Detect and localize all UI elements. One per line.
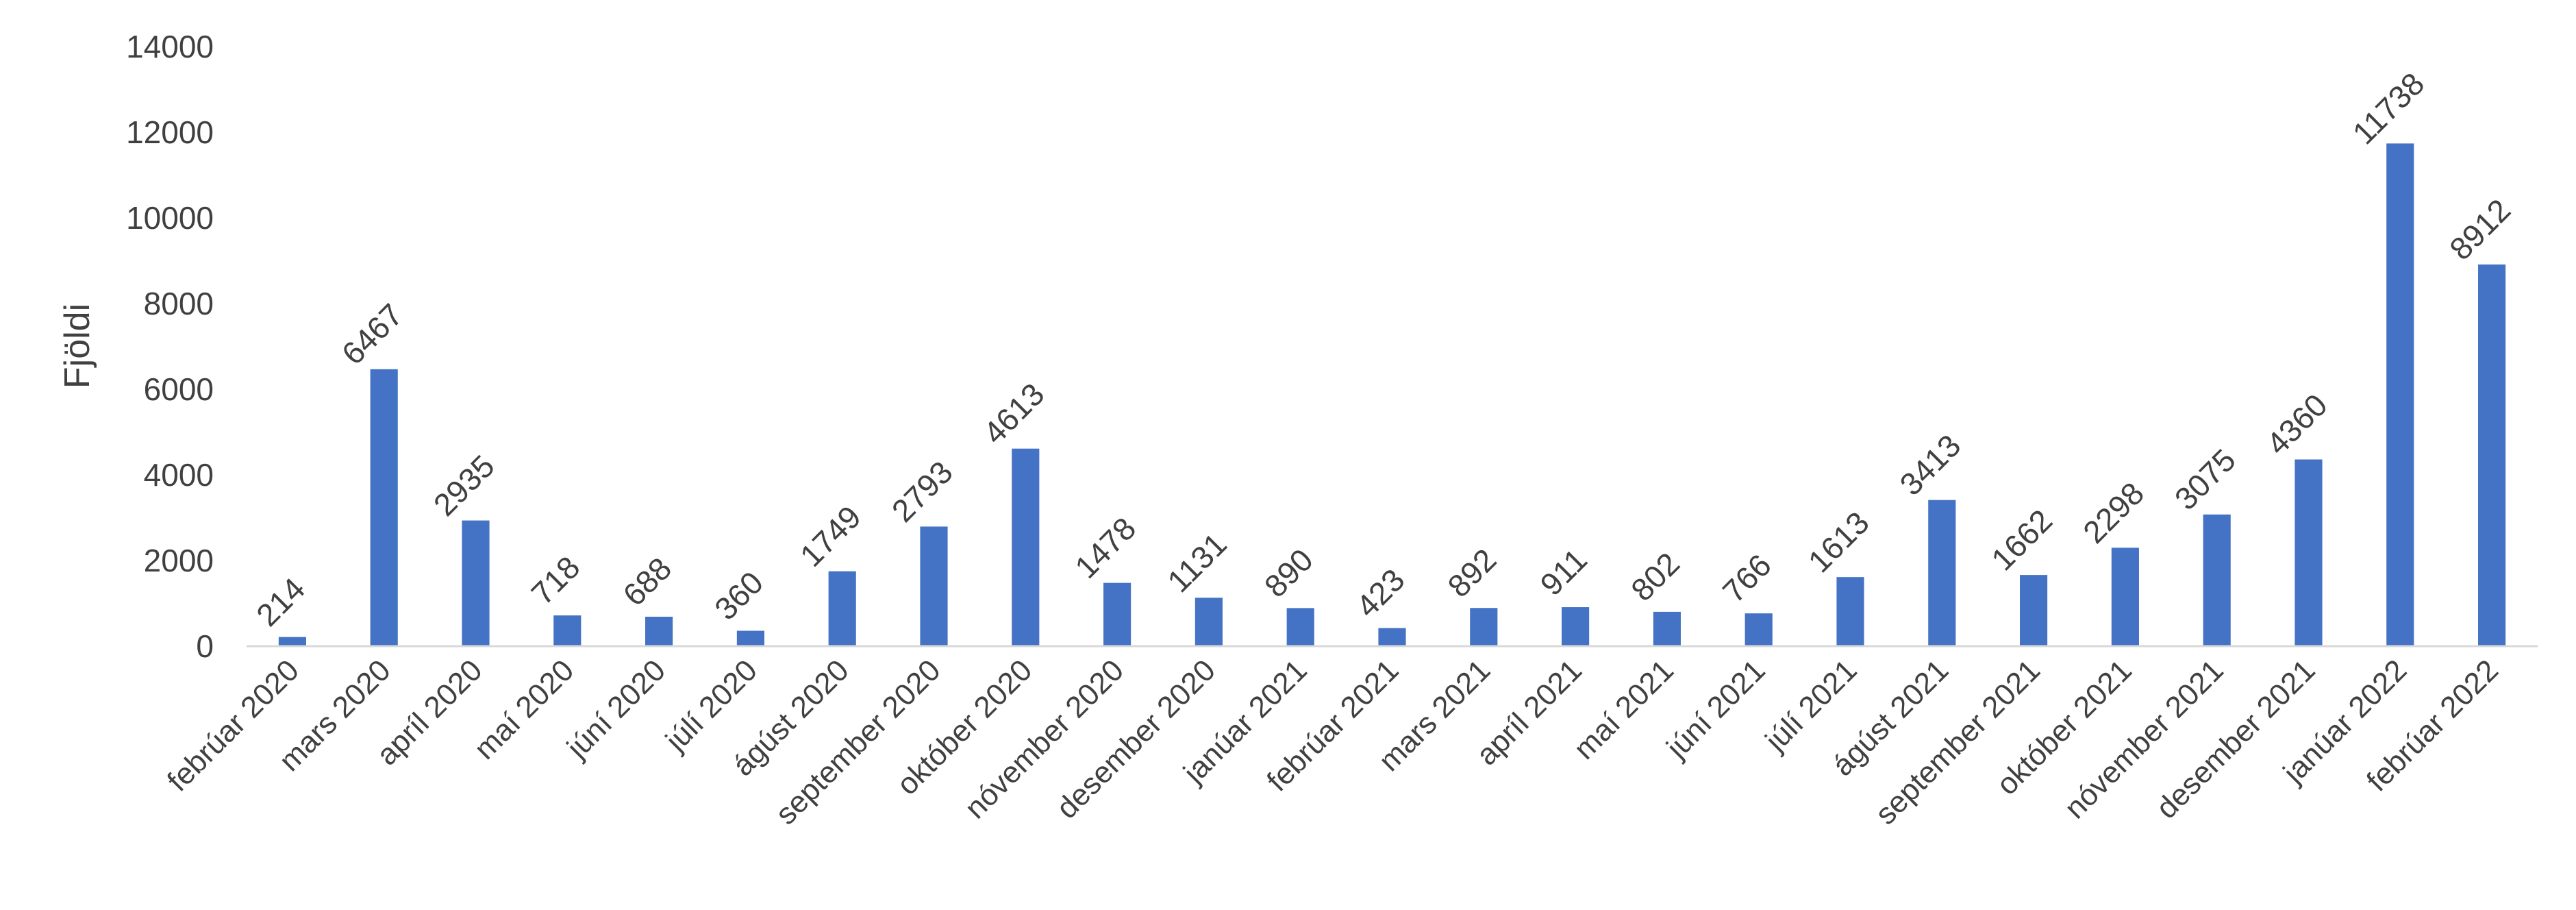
data-label: 8912 — [2442, 192, 2517, 267]
y-tick-label: 4000 — [144, 457, 214, 493]
bar — [2386, 143, 2414, 646]
bar — [278, 637, 306, 646]
y-axis-label: Fjöldi — [58, 304, 97, 389]
data-label: 718 — [524, 549, 586, 611]
bar — [1745, 613, 1773, 646]
bar — [736, 630, 764, 646]
data-label: 890 — [1258, 542, 1320, 604]
data-label: 802 — [1624, 545, 1686, 608]
data-label: 1662 — [1984, 502, 2059, 577]
bar — [2203, 514, 2231, 646]
bar — [1195, 598, 1223, 646]
x-tick-label: desember 2020 — [1050, 653, 1222, 825]
y-tick-label: 2000 — [144, 543, 214, 578]
bar — [1653, 611, 1681, 646]
bar — [553, 615, 582, 646]
bar — [1012, 448, 1040, 646]
x-tick-label: september 2020 — [769, 653, 947, 831]
data-label: 6467 — [335, 297, 410, 371]
x-tick-label: maí 2020 — [468, 653, 580, 765]
bar — [1928, 500, 1956, 646]
data-label: 11738 — [2346, 66, 2431, 151]
x-tick-label: maí 2021 — [1568, 653, 1680, 765]
data-label: 2935 — [427, 448, 501, 523]
data-label: 892 — [1440, 541, 1503, 604]
data-label: 423 — [1349, 562, 1412, 624]
bar — [1470, 608, 1498, 646]
data-label: 911 — [1533, 541, 1594, 602]
data-label: 1613 — [1801, 504, 1876, 579]
data-label: 1478 — [1068, 511, 1142, 585]
y-tick-label: 10000 — [126, 200, 214, 236]
data-label: 766 — [1716, 547, 1778, 609]
y-tick-label: 14000 — [126, 29, 214, 64]
bar — [1103, 582, 1131, 646]
bar — [1286, 608, 1314, 646]
bar — [1378, 628, 1406, 646]
x-tick-label: nóvember 2020 — [958, 653, 1130, 825]
data-label: 4613 — [976, 376, 1051, 451]
data-label: 3075 — [2168, 442, 2242, 517]
y-tick-label: 12000 — [126, 114, 214, 150]
data-label: 688 — [616, 550, 678, 613]
x-tick-label: september 2021 — [1869, 653, 2047, 831]
bar — [462, 520, 490, 646]
bar — [2020, 575, 2048, 646]
bar — [1562, 607, 1590, 646]
bar — [2294, 459, 2323, 646]
data-label: 2793 — [885, 454, 960, 529]
data-label: 1131 — [1160, 526, 1234, 600]
x-tick-label: febrúar 2020 — [161, 653, 305, 798]
x-tick-label: júní 2021 — [1660, 653, 1772, 765]
y-tick-label: 0 — [196, 628, 214, 664]
x-tick-label: júní 2020 — [560, 653, 672, 765]
bar — [920, 526, 948, 646]
data-label: 1749 — [793, 499, 868, 574]
data-label: 360 — [708, 565, 770, 627]
data-label: 2298 — [2076, 475, 2151, 550]
bar — [2478, 265, 2506, 646]
x-tick-label: nóvember 2021 — [2058, 653, 2230, 825]
bars — [278, 143, 2506, 646]
data-label: 3413 — [1892, 428, 1967, 502]
y-axis-ticks: 0 2000 4000 6000 8000 10000 12000 14000 — [126, 29, 214, 664]
bar — [370, 369, 398, 646]
bar — [828, 571, 856, 646]
y-tick-label: 6000 — [144, 371, 214, 407]
x-tick-label: desember 2021 — [2150, 653, 2322, 825]
bar — [2111, 548, 2139, 646]
y-tick-label: 8000 — [144, 286, 214, 321]
data-label: 4360 — [2260, 387, 2334, 462]
data-label: 214 — [249, 571, 312, 633]
bar — [1836, 577, 1864, 646]
bar — [645, 617, 673, 646]
